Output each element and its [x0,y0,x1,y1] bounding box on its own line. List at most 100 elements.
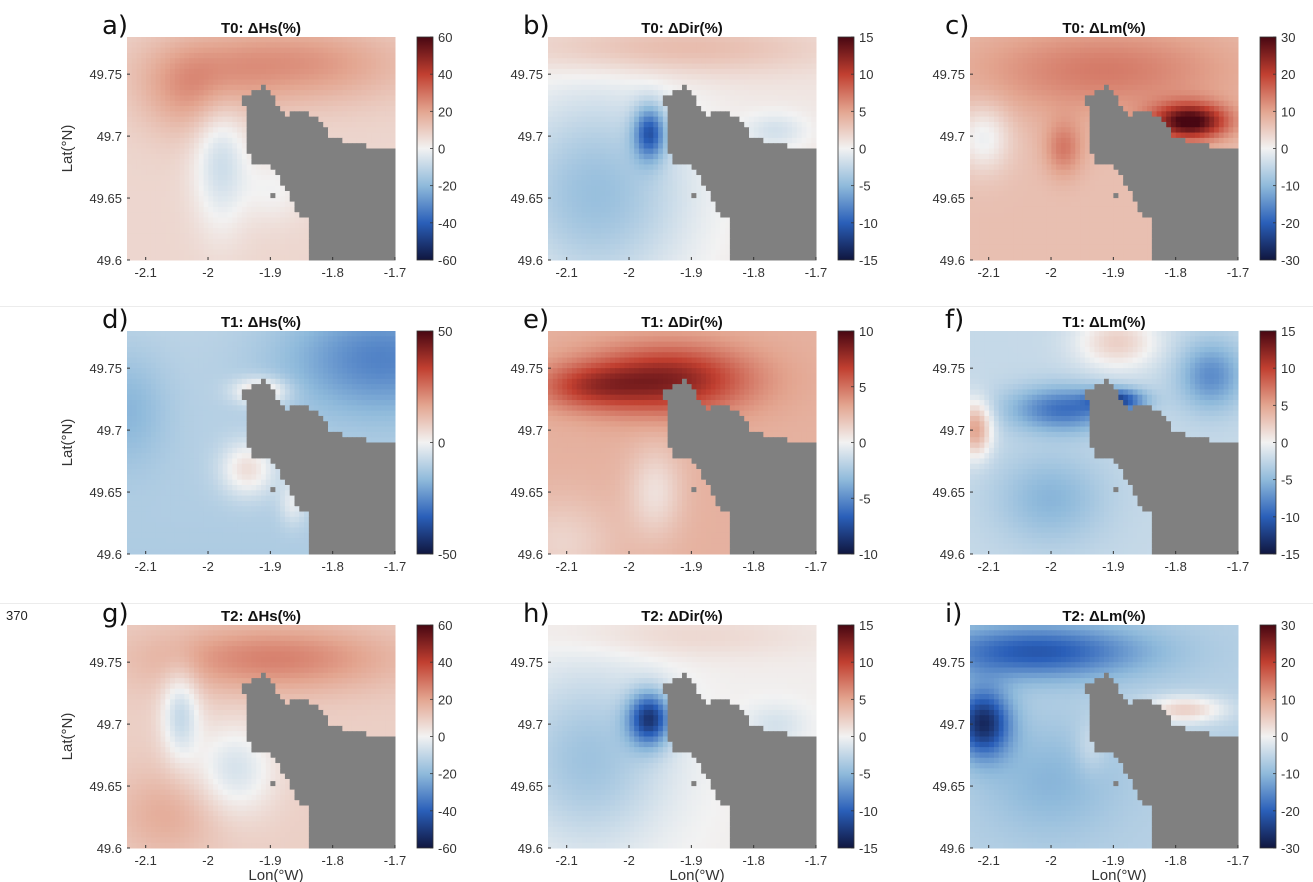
heatmap-cell [558,53,563,59]
heatmap-cell [725,85,730,91]
heatmap-cell [146,228,151,234]
land-cell [797,149,802,155]
heatmap-cell [218,159,223,165]
land-cell [290,138,295,144]
heatmap-cell [649,42,654,48]
land-cell [323,127,328,133]
land-cell [390,218,395,224]
heatmap-cell [644,255,649,261]
land-cell [739,170,744,176]
heatmap-cell [730,64,735,70]
land-cell [381,255,386,261]
heatmap-cell [328,58,333,64]
heatmap-cell [146,218,151,224]
heatmap-cell [663,37,668,43]
land-cell [295,191,300,197]
heatmap-cell [285,101,290,107]
land-cell [338,164,343,170]
heatmap-cell [165,42,170,48]
heatmap-cell [275,101,280,107]
heatmap-cell [132,64,137,70]
heatmap-cell [390,127,395,133]
heatmap-cell [687,42,692,48]
land-cell [371,170,376,176]
heatmap-cell [184,74,189,80]
heatmap-cell [596,228,601,234]
heatmap-cell [620,170,625,176]
heatmap-cell [242,233,247,239]
heatmap-cell [716,37,721,43]
heatmap-cell [682,207,687,213]
land-cell [323,175,328,181]
heatmap-cell [223,37,228,43]
heatmap-cell [175,186,180,192]
y-tick-label: 49.75 [89,67,122,82]
land-cell [787,196,792,202]
heatmap-cell [1123,42,1128,48]
heatmap-cell [601,74,606,80]
land-cell [744,212,749,218]
heatmap-cell [586,95,591,101]
land-cell [328,191,333,197]
heatmap-cell [366,106,371,112]
heatmap-cell [692,37,697,43]
land-cell [309,218,314,224]
heatmap-cell [184,69,189,75]
heatmap-cell [629,180,634,186]
heatmap-cell [577,239,582,245]
heatmap-cell [165,218,170,224]
heatmap-cell [280,101,285,107]
heatmap-cell [582,127,587,133]
heatmap-cell [299,64,304,70]
x-tick-label: -1.9 [680,265,702,280]
heatmap-cell [687,64,692,70]
land-cell [309,196,314,202]
heatmap-cell [677,228,682,234]
heatmap-cell [663,180,668,186]
land-cell [342,255,347,261]
heatmap-cell [1147,53,1152,59]
heatmap-cell [1109,53,1114,59]
heatmap-cell [735,106,740,112]
heatmap-cell [687,202,692,208]
land-cell [328,159,333,165]
heatmap-cell [247,159,252,165]
heatmap-cell [146,233,151,239]
heatmap-cell [596,48,601,54]
heatmap-cell [605,233,610,239]
land-cell [352,207,357,213]
land-cell [787,223,792,229]
heatmap-cell [223,74,228,80]
land-cell [338,239,343,245]
heatmap-cell [232,218,237,224]
heatmap-cell [639,249,644,255]
heatmap-cell [668,37,673,43]
land-cell [773,186,778,192]
heatmap-cell [663,58,668,64]
heatmap-cell [572,79,577,85]
land-cell [290,159,295,165]
land-cell [706,186,711,192]
land-cell [778,154,783,160]
heatmap-cell [137,48,142,54]
land-cell [366,154,371,160]
heatmap-cell [663,53,668,59]
land-cell [783,164,788,170]
heatmap-cell [778,79,783,85]
land-cell [797,207,802,213]
heatmap-cell [548,239,553,245]
heatmap-cell [653,212,658,218]
heatmap-cell [787,138,792,144]
heatmap-cell [711,90,716,96]
land-cell [797,223,802,229]
heatmap-cell [653,37,658,43]
heatmap-cell [711,255,716,261]
land-cell [778,202,783,208]
heatmap-cell [199,69,204,75]
land-cell [366,196,371,202]
heatmap-cell [749,69,754,75]
heatmap-cell [251,42,256,48]
heatmap-cell [768,48,773,54]
heatmap-cell [132,180,137,186]
land-cell [744,164,749,170]
